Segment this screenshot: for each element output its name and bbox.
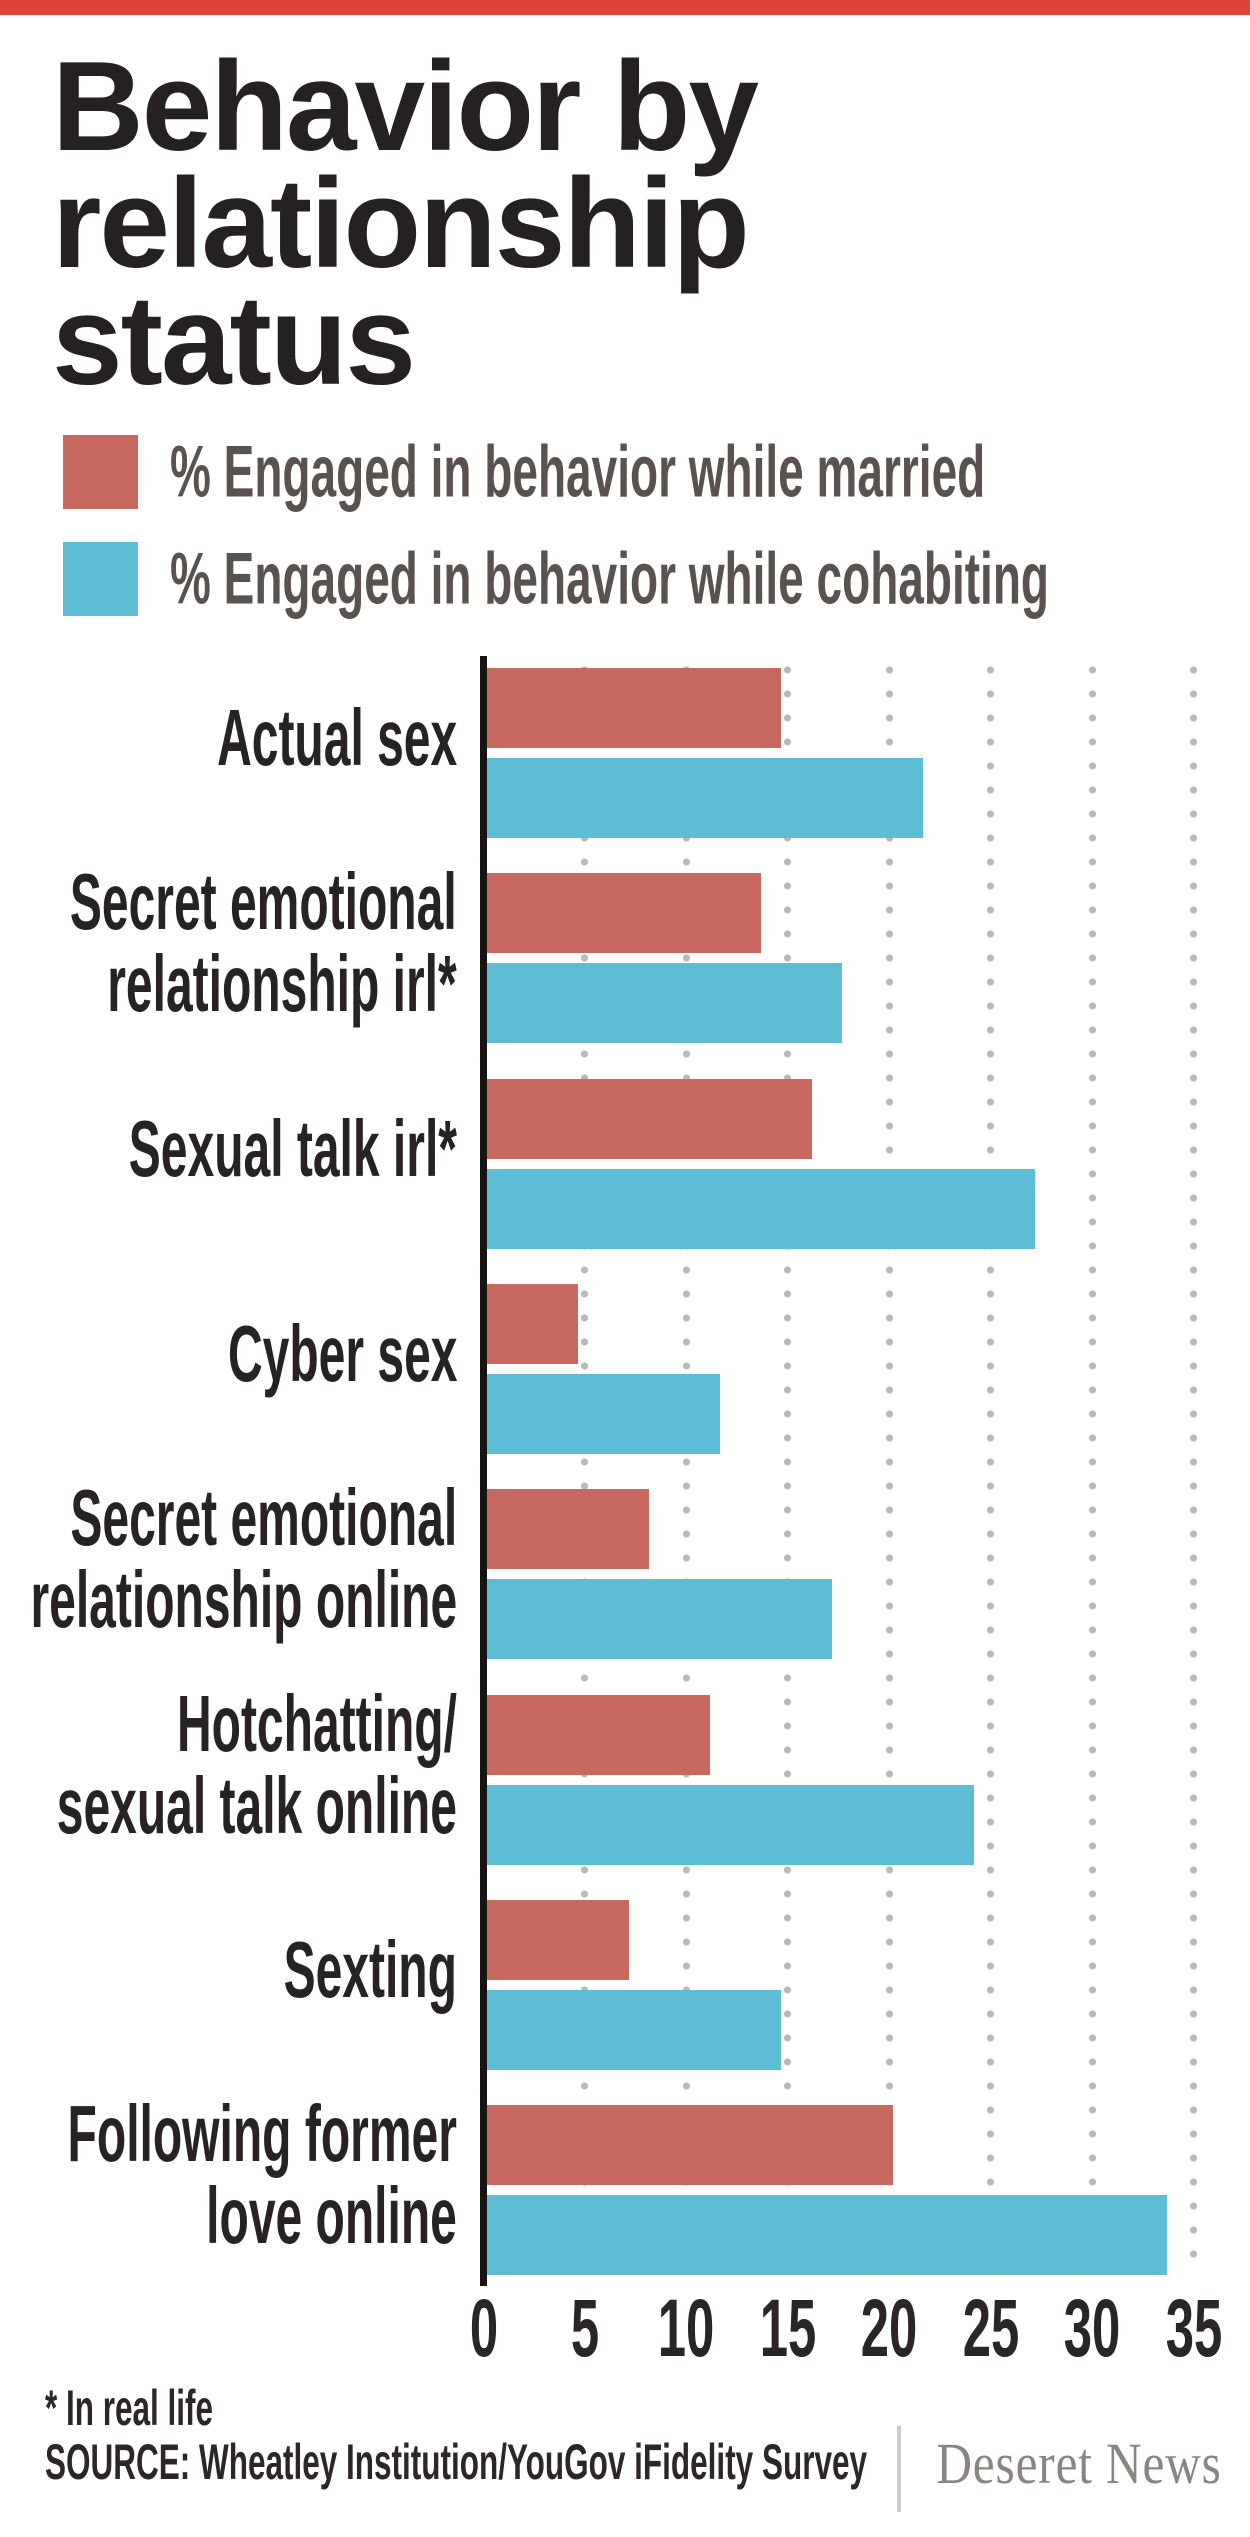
top-accent-bar: [0, 0, 1250, 15]
category-label-line: Secret emotional: [70, 1473, 457, 1563]
bar-married-3: [487, 1283, 579, 1364]
bar-married-2: [487, 1078, 812, 1159]
category-label-line: love online: [206, 2171, 457, 2261]
category-label-6: Sexting: [283, 1924, 457, 2014]
category-label-line: Following former: [67, 2089, 457, 2179]
bar-married-0: [487, 668, 782, 748]
gridline-10: [682, 660, 690, 2272]
source-credit: SOURCE: Wheatley Institution/YouGov iFid…: [45, 2434, 868, 2490]
legend-swatch-1: [63, 542, 138, 616]
x-tick-label-15: 15: [759, 2283, 817, 2374]
bar-cohabiting-7: [487, 2195, 1167, 2276]
x-tick-label-30: 30: [1063, 2283, 1121, 2374]
title-line-1: Behavior by: [52, 35, 759, 177]
bar-cohabiting-4: [487, 1579, 832, 1660]
footer-divider: [897, 2426, 901, 2512]
category-label-1: Secret emotional relationship irl*: [70, 861, 457, 1025]
bar-married-4: [487, 1489, 650, 1570]
bar-cohabiting-1: [487, 963, 842, 1044]
footnote: * In real life: [45, 2380, 214, 2436]
category-label-3: Cyber sex: [227, 1308, 457, 1398]
gridline-35: [1190, 660, 1197, 2272]
legend-label-0: % Engaged in behavior while married: [170, 431, 986, 513]
bar-married-1: [487, 873, 761, 954]
gridline-5: [581, 660, 589, 2272]
y-axis-line: [480, 656, 487, 2286]
gridline-25: [987, 660, 995, 2272]
category-label-line: Sexting: [283, 1924, 457, 2014]
bar-cohabiting-0: [487, 758, 924, 838]
bar-cohabiting-2: [487, 1168, 1035, 1249]
x-tick-label-5: 5: [570, 2283, 600, 2374]
category-label-line: Secret emotional: [70, 857, 457, 947]
category-label-line: relationship irl*: [107, 939, 457, 1029]
category-label-2: Sexual talk irl*: [128, 1103, 457, 1193]
x-tick-label-25: 25: [962, 2283, 1019, 2374]
bar-cohabiting-6: [487, 1989, 782, 2070]
brand-logo: Deseret News: [936, 2431, 1222, 2496]
category-label-line: Cyber sex: [227, 1308, 457, 1398]
x-tick-label-10: 10: [658, 2283, 715, 2374]
category-label-line: sexual talk online: [56, 1760, 457, 1850]
bar-married-6: [487, 1899, 629, 1980]
bar-cohabiting-5: [487, 1784, 974, 1865]
x-tick-label-0: 0: [469, 2283, 498, 2374]
gridline-15: [784, 660, 792, 2272]
category-label-5: Hotchatting/sexual talk online: [56, 1678, 457, 1850]
category-label-0: Actual sex: [217, 697, 457, 779]
gridline-30: [1088, 660, 1096, 2272]
category-label-line: relationship online: [30, 1555, 457, 1645]
category-label-line: Hotchatting/: [177, 1678, 457, 1768]
category-label-line: Sexual talk irl*: [128, 1103, 457, 1193]
legend-swatch-0: [63, 435, 138, 509]
legend-label-1: % Engaged in behavior while cohabiting: [170, 538, 1050, 620]
title-line-2: relationship: [52, 152, 750, 294]
category-label-line: Actual sex: [216, 693, 457, 782]
x-tick-label-20: 20: [860, 2283, 918, 2374]
title-line-3: status: [52, 269, 416, 411]
x-tick-label-35: 35: [1165, 2283, 1222, 2374]
category-label-4: Secret emotional relationship online: [30, 1477, 457, 1641]
gridline-20: [885, 660, 893, 2272]
bar-cohabiting-3: [487, 1373, 721, 1454]
bar-married-5: [487, 1694, 711, 1775]
category-label-7: Following former love online: [68, 2093, 457, 2257]
bar-married-7: [487, 2105, 893, 2186]
page-title: Behavior by relationship status: [52, 35, 759, 411]
